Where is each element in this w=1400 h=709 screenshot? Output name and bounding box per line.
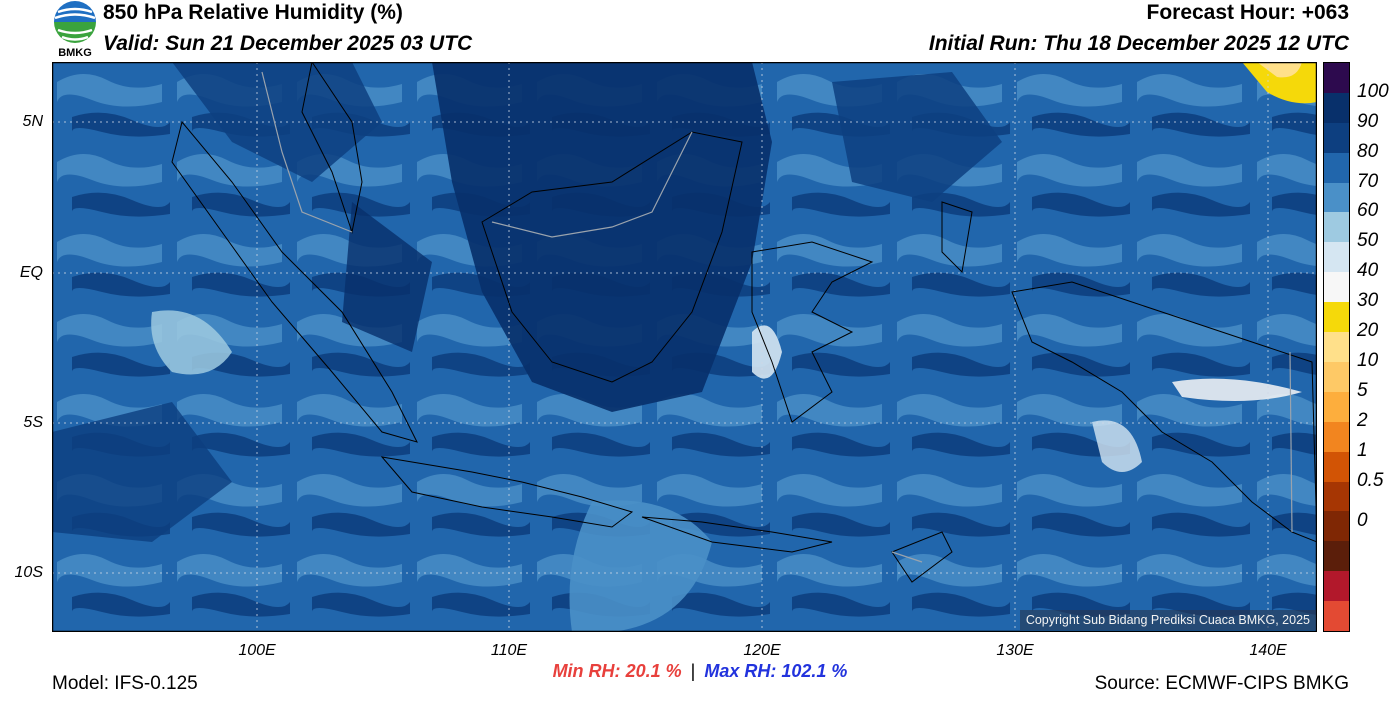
dry-core-northeast [1257,62,1302,78]
timor-coast [891,531,953,583]
colorbar-label: 5 [1357,379,1368,401]
drier-patch-south [569,500,712,632]
drier-patch-west [151,310,232,375]
lon-label-100e: 100E [238,642,276,659]
borders [261,71,1293,563]
colorbar-segment [1324,361,1349,393]
colorbar-label: 10 [1357,349,1379,371]
colorbar-segment [1324,242,1349,273]
colorbar-segment [1324,451,1349,483]
bmkg-logo [52,0,98,60]
colorbar-label: 0 [1357,509,1368,531]
malay-moist-region [172,62,382,182]
colorbar-segment [1324,571,1349,602]
colorbar-label: 0.5 [1357,469,1384,491]
colorbar-segment [1324,601,1349,632]
lon-label-110e: 110E [490,642,528,659]
max-rh-label: Max RH: [704,661,777,681]
colorbar-label: 30 [1357,290,1379,312]
colorbar-label: 90 [1357,110,1379,132]
nusa-tenggara-coast [641,516,833,553]
indian-ocean-moist-region [52,402,232,542]
timor-border [891,551,923,563]
rh-map [52,62,1317,632]
sumatra-coast [171,120,418,443]
min-rh-value: 20.1 % [625,661,682,681]
borneo-border [491,131,693,238]
lat-label-5s: 5S [23,414,43,431]
papua-border [1289,351,1293,533]
model-info: Model: IFS-0.125 [52,673,198,694]
colorbar-segment [1324,212,1349,243]
colorbar-label: 2 [1357,409,1368,431]
lon-label-120e: 120E [743,642,781,659]
lat-label-10s: 10S [14,564,43,581]
logo-text: BMKG [58,47,92,59]
dry-patch-northeast [1242,62,1317,104]
colorbar-label: 40 [1357,260,1379,282]
sulawesi-coast [751,241,874,423]
map-frame [52,62,1317,632]
lat-label-eq: EQ [19,264,43,281]
lon-label-140e: 140E [1249,642,1287,659]
forecast-hour: Forecast Hour: +063 [1146,1,1350,24]
drier-patch-arafura [1092,420,1142,472]
sumatra-moist-region [342,202,432,352]
java-coast [380,456,634,528]
colorbar-segment [1324,63,1349,94]
max-rh-value: 102.1 % [781,661,848,681]
colorbar-segment [1324,152,1349,184]
colorbar [1323,62,1350,632]
lon-label-130e: 130E [996,642,1034,659]
colorbar-segment [1324,481,1349,512]
colorbar-segment [1324,92,1349,124]
colorbar-segment [1324,511,1349,542]
colorbar-segment [1324,302,1349,333]
colorbar-label: 20 [1357,320,1379,342]
colorbar-label: 50 [1357,230,1379,252]
drier-streak-papua [1172,378,1302,401]
colorbar-label: 80 [1357,140,1379,162]
colorbar-segment [1324,182,1349,213]
chart-title: 850 hPa Relative Humidity (%) [103,1,403,24]
colorbar-label: 1 [1357,439,1368,461]
rh-stats: Min RH: 20.1 % | Max RH: 102.1 % [0,661,1400,682]
bmkg-logo-icon [54,1,96,43]
gridlines [52,62,1317,632]
halmahera-coast [941,201,973,274]
drier-patch-sulawesi [752,325,782,379]
copyright-notice: Copyright Sub Bidang Prediksi Cuaca BMKG… [1019,610,1316,630]
min-rh-label: Min RH: [552,661,621,681]
colorbar-segment [1324,541,1349,572]
colorbar-segment [1324,391,1349,423]
colorbar-segment [1324,272,1349,303]
colorbar-label: 60 [1357,200,1379,222]
initial-run: Initial Run: Thu 18 December 2025 12 UTC [928,32,1349,55]
borneo-moist-region [432,62,772,412]
source-info: Source: ECMWF-CIPS BMKG [1094,673,1349,694]
colorbar-segment [1324,332,1349,363]
colorbar-label: 70 [1357,170,1379,192]
lat-label-5n: 5N [22,113,43,130]
stats-separator: | [690,661,696,681]
colorbar-segment [1324,122,1349,154]
malaysia-border [261,71,353,233]
borneo-coast [481,131,743,383]
colorbar-label: 100 [1357,80,1389,102]
valid-time: Valid: Sun 21 December 2025 03 UTC [103,32,473,55]
colorbar-segment [1324,421,1349,453]
sulu-moist-region [832,72,1002,202]
